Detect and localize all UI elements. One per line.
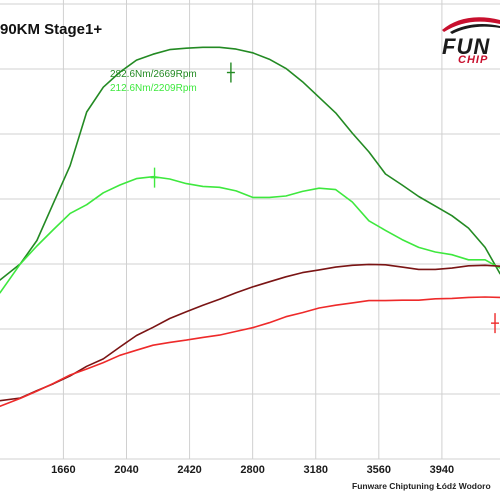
stock-peak-label: 212.6Nm/2209Rpm: [110, 83, 197, 94]
x-tick-label-2420: 2420: [177, 464, 201, 476]
peak-markers: [150, 62, 500, 334]
x-tick-label-2040: 2040: [114, 464, 138, 476]
grid: [0, 0, 500, 460]
series-lines: [0, 46, 500, 408]
logo-word: FUN: [442, 34, 491, 59]
power-stock-line: [0, 296, 500, 408]
footer-credit: Funware Chiptuning Łódź Wodoro: [352, 481, 491, 491]
torque-stock-line: [0, 175, 500, 294]
x-tick-label-3940: 3940: [430, 464, 454, 476]
x-tick-label-2800: 2800: [240, 464, 264, 476]
x-tick-label-1660: 1660: [51, 464, 75, 476]
power-tuned-line: [0, 263, 500, 402]
logo-swoosh-icon: [442, 17, 500, 34]
funchip-logo: FUN CHIP: [436, 8, 500, 68]
logo-subword: CHIP: [458, 54, 489, 66]
chart-title: 90KM Stage1+: [0, 21, 103, 38]
x-tick-label-3180: 3180: [303, 464, 327, 476]
tuned-peak-label: 282.6Nm/2669Rpm: [110, 69, 197, 80]
x-tick-label-3560: 3560: [367, 464, 391, 476]
torque-tuned-line: [0, 46, 500, 281]
x-axis-ticks: 1660 2040 2420 2800 3180 3560 3940: [51, 464, 454, 476]
